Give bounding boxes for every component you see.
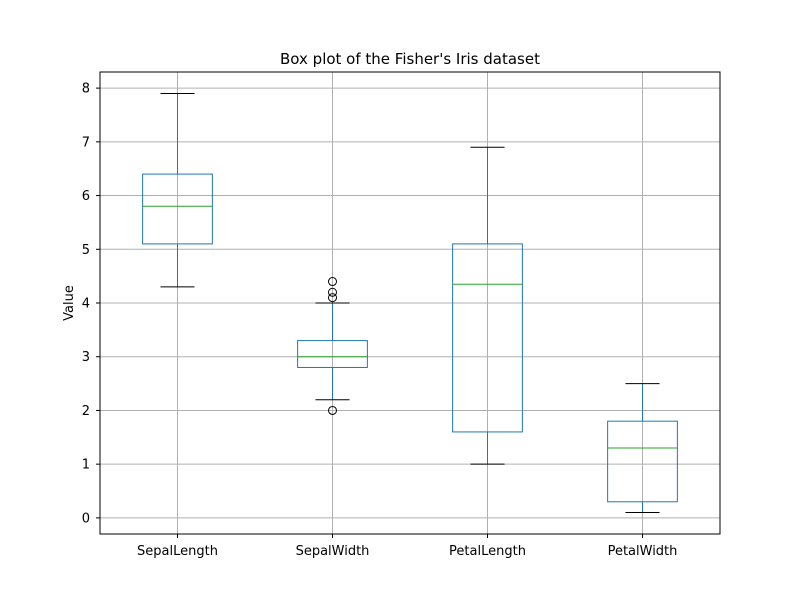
y-tick-label: 2 [82, 404, 90, 419]
boxes [142, 92, 678, 514]
y-tick-label: 1 [82, 458, 90, 473]
box-petalwidth [607, 383, 678, 514]
x-tick-label: SepalLength [137, 544, 218, 559]
iqr-box [297, 340, 368, 368]
iqr-box [607, 420, 678, 503]
y-tick-label: 6 [82, 189, 90, 204]
box-sepalwidth [297, 277, 368, 415]
y-tick-label: 8 [82, 82, 90, 97]
outlier-point [328, 277, 337, 287]
outlier-point [328, 405, 337, 415]
x-axis-ticks: SepalLength SepalWidth PetalLength PetalWid… [137, 534, 677, 559]
iqr-box [142, 173, 213, 245]
x-tick-label: PetalWidth [608, 544, 678, 559]
y-tick-label: 0 [82, 511, 90, 526]
x-tick-label: PetalLength [449, 544, 526, 559]
y-tick-label: 4 [82, 297, 90, 312]
y-axis-label: Value [62, 285, 77, 321]
y-axis-ticks: 0 1 2 3 4 5 6 7 8 [82, 82, 100, 526]
x-tick-label: SepalWidth [296, 544, 370, 559]
box-petallength [452, 146, 523, 465]
grid-lines [100, 72, 720, 534]
outlier-point [328, 287, 337, 297]
y-tick-label: 5 [82, 243, 90, 258]
iqr-box [452, 243, 523, 433]
y-tick-label: 7 [82, 135, 90, 150]
outlier-point [328, 293, 337, 303]
y-tick-label: 3 [82, 350, 90, 365]
chart-title: Box plot of the Fisher's Iris dataset [280, 50, 540, 68]
box-sepallength [142, 92, 213, 288]
